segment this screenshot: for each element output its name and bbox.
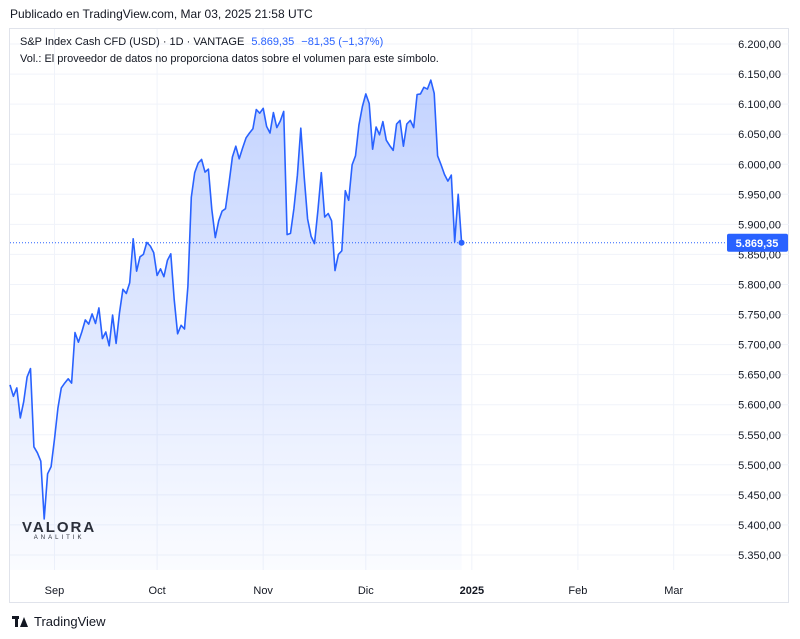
y-tick-label: 5.450,00 [738, 490, 781, 502]
x-tick-label: Dic [358, 585, 374, 597]
y-tick-label: 5.800,00 [738, 279, 781, 291]
watermark-main-text: VALORA [22, 519, 97, 536]
y-tick-label: 5.750,00 [738, 310, 781, 322]
y-tick-label: 5.500,00 [738, 460, 781, 472]
x-tick-label: Nov [253, 585, 273, 597]
tradingview-logo-icon [12, 616, 28, 627]
footer-brand[interactable]: TradingView [12, 614, 106, 629]
x-tick-label: 2025 [460, 585, 484, 597]
y-tick-label: 5.400,00 [738, 520, 781, 532]
last-price-point [458, 239, 465, 246]
volume-note: Vol.: El proveedor de datos no proporcio… [20, 53, 439, 65]
legend-symbol: S&P Index Cash CFD (USD) · 1D · VANTAGE [20, 36, 245, 48]
y-tick-label: 6.000,00 [738, 159, 781, 171]
y-tick-label: 5.950,00 [738, 189, 781, 201]
legend-change: −81,35 (−1,37%) [301, 36, 384, 48]
published-caption: Publicado en TradingView.com, Mar 03, 20… [10, 7, 313, 21]
y-tick-label: 5.900,00 [738, 219, 781, 231]
y-tick-label: 6.200,00 [738, 39, 781, 51]
y-tick-label: 5.350,00 [738, 550, 781, 562]
watermark-sub-text: ANALITIK [33, 535, 85, 541]
price-line-series[interactable] [9, 79, 463, 520]
y-tick-label: 5.600,00 [738, 400, 781, 412]
y-tick-label: 5.650,00 [738, 370, 781, 382]
chart-legend: S&P Index Cash CFD (USD) · 1D · VANTAGE … [20, 36, 383, 48]
x-tick-label: Feb [568, 585, 587, 597]
x-tick-label: Mar [664, 585, 683, 597]
x-tick-label: Oct [149, 585, 166, 597]
footer-brand-label: TradingView [34, 614, 106, 629]
y-tick-label: 6.100,00 [738, 99, 781, 111]
x-tick-label: Sep [45, 585, 65, 597]
y-tick-label: 5.850,00 [738, 249, 781, 261]
valora-watermark-logo: VALORA ANALITIK [22, 519, 96, 541]
chart-frame [9, 28, 789, 603]
y-tick-label: 6.050,00 [738, 129, 781, 141]
y-tick-label: 5.550,00 [738, 430, 781, 442]
legend-last-value: 5.869,35 [251, 36, 295, 48]
area-fill [10, 80, 462, 570]
y-tick-label: 6.150,00 [738, 69, 781, 81]
last-price-label: 5.869,35 [736, 238, 779, 250]
last-price-label-bg [727, 233, 788, 252]
y-tick-label: 5.700,00 [738, 340, 781, 352]
